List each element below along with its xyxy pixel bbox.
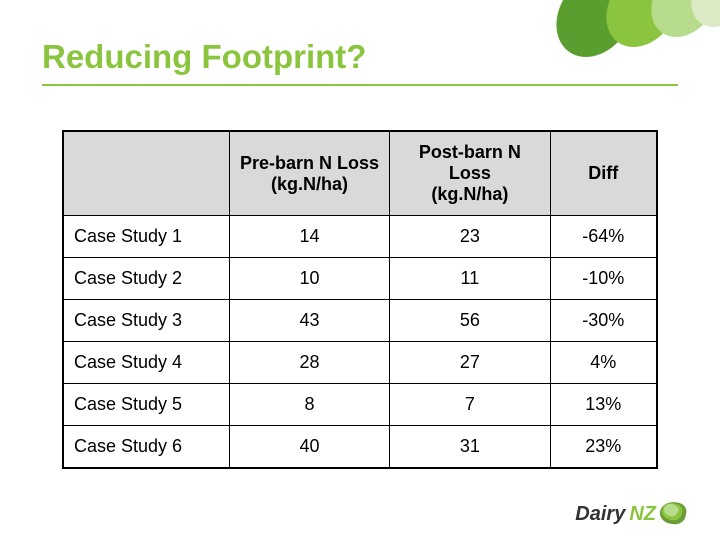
table-header-cell bbox=[63, 131, 229, 216]
row-label-cell: Case Study 2 bbox=[63, 258, 229, 300]
table-row: Case Study 21011-10% bbox=[63, 258, 657, 300]
data-cell: 23 bbox=[390, 216, 550, 258]
table-row: Case Study 34356-30% bbox=[63, 300, 657, 342]
corner-leaves-decoration bbox=[530, 0, 720, 80]
nloss-table: Pre-barn N Loss(kg.N/ha)Post-barn N Loss… bbox=[62, 130, 658, 469]
data-cell: 43 bbox=[229, 300, 389, 342]
table-header-row: Pre-barn N Loss(kg.N/ha)Post-barn N Loss… bbox=[63, 131, 657, 216]
data-cell: -30% bbox=[550, 300, 657, 342]
data-cell: 11 bbox=[390, 258, 550, 300]
data-cell: 28 bbox=[229, 342, 389, 384]
data-cell: 23% bbox=[550, 426, 657, 469]
table-row: Case Study 428274% bbox=[63, 342, 657, 384]
row-label-cell: Case Study 1 bbox=[63, 216, 229, 258]
data-table-container: Pre-barn N Loss(kg.N/ha)Post-barn N Loss… bbox=[62, 130, 658, 469]
table-header-cell: Diff bbox=[550, 131, 657, 216]
table-header-cell: Post-barn N Loss(kg.N/ha) bbox=[390, 131, 550, 216]
data-cell: 56 bbox=[390, 300, 550, 342]
data-cell: 14 bbox=[229, 216, 389, 258]
data-cell: 31 bbox=[390, 426, 550, 469]
data-cell: 27 bbox=[390, 342, 550, 384]
table-row: Case Study 58713% bbox=[63, 384, 657, 426]
row-label-cell: Case Study 5 bbox=[63, 384, 229, 426]
table-body: Case Study 11423-64%Case Study 21011-10%… bbox=[63, 216, 657, 469]
row-label-cell: Case Study 3 bbox=[63, 300, 229, 342]
logo-text-dark: Dairy bbox=[575, 503, 625, 526]
table-header-cell: Pre-barn N Loss(kg.N/ha) bbox=[229, 131, 389, 216]
table-row: Case Study 6403123% bbox=[63, 426, 657, 469]
data-cell: 7 bbox=[390, 384, 550, 426]
logo-swirl-icon bbox=[660, 502, 690, 526]
data-cell: 8 bbox=[229, 384, 389, 426]
data-cell: -64% bbox=[550, 216, 657, 258]
data-cell: 10 bbox=[229, 258, 389, 300]
slide-title: Reducing Footprint? bbox=[42, 38, 366, 76]
table-row: Case Study 11423-64% bbox=[63, 216, 657, 258]
dairynz-logo: DairyNZ bbox=[575, 502, 690, 526]
data-cell: -10% bbox=[550, 258, 657, 300]
row-label-cell: Case Study 6 bbox=[63, 426, 229, 469]
data-cell: 40 bbox=[229, 426, 389, 469]
title-underline bbox=[42, 84, 678, 86]
data-cell: 4% bbox=[550, 342, 657, 384]
row-label-cell: Case Study 4 bbox=[63, 342, 229, 384]
data-cell: 13% bbox=[550, 384, 657, 426]
logo-text-green: NZ bbox=[629, 503, 656, 526]
